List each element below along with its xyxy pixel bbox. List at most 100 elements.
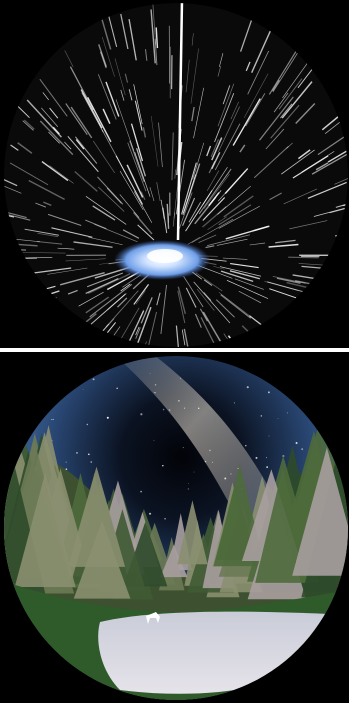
trail: [106, 187, 122, 204]
trail: [191, 218, 234, 243]
trail: [130, 123, 144, 162]
star: [204, 460, 207, 463]
trail: [253, 145, 289, 179]
trail: [183, 276, 204, 308]
trail: [149, 187, 155, 202]
trail: [74, 171, 98, 192]
star: [187, 488, 189, 490]
trail: [268, 243, 299, 248]
night-forest: [4, 356, 348, 700]
trail: [74, 136, 98, 164]
trail: [289, 220, 328, 230]
trail: [245, 93, 266, 127]
trail: [218, 106, 241, 153]
trail: [181, 162, 197, 215]
trail: [52, 126, 60, 135]
horse: [146, 612, 160, 624]
star: [234, 402, 236, 404]
trail: [88, 237, 123, 245]
trail: [128, 19, 137, 61]
trail: [92, 205, 116, 221]
trail: [218, 205, 260, 229]
trail: [85, 196, 127, 225]
trail: [120, 89, 125, 101]
trail: [140, 297, 153, 324]
trail: [234, 278, 264, 290]
trail: [81, 92, 104, 133]
trail: [188, 201, 202, 223]
star: [86, 423, 89, 426]
trail: [105, 290, 139, 328]
trail: [99, 51, 107, 69]
star: [295, 442, 298, 445]
trail: [185, 59, 190, 93]
trail: [172, 212, 176, 227]
trail: [4, 165, 18, 187]
trail: [136, 147, 147, 177]
trail: [187, 236, 201, 245]
star: [245, 444, 247, 447]
tree: [67, 466, 126, 567]
trail: [22, 120, 34, 131]
trail: [133, 84, 143, 125]
trail: [200, 317, 220, 347]
trail: [80, 89, 103, 129]
trail: [64, 50, 74, 68]
trail: [160, 199, 165, 219]
trail: [102, 108, 111, 124]
trail: [194, 313, 202, 328]
star: [52, 439, 53, 441]
trail: [273, 92, 289, 113]
trail: [268, 49, 298, 95]
star: [237, 468, 239, 469]
trail: [216, 238, 248, 246]
trail: [137, 224, 155, 241]
trail: [295, 102, 316, 124]
trail: [114, 58, 126, 96]
trail: [202, 197, 226, 221]
trail: [280, 103, 293, 119]
trail: [335, 196, 348, 208]
star: [92, 378, 95, 381]
trail: [67, 289, 78, 295]
trail: [203, 173, 230, 209]
trail: [17, 142, 33, 154]
trail: [215, 299, 235, 318]
star: [180, 377, 181, 379]
trail: [272, 275, 306, 284]
trail: [205, 245, 215, 249]
trail: [135, 326, 140, 336]
star: [149, 373, 151, 374]
tree: [255, 467, 311, 583]
trail: [65, 258, 106, 262]
trail: [156, 182, 161, 202]
trail: [120, 283, 131, 292]
trail: [211, 137, 223, 161]
trail: [28, 267, 72, 275]
trail: [98, 44, 107, 68]
trail: [48, 131, 60, 144]
trail: [211, 152, 221, 170]
trail: [193, 281, 231, 324]
star: [260, 415, 263, 417]
trail: [206, 145, 212, 157]
star: [188, 483, 190, 485]
trail: [75, 139, 85, 150]
star: [282, 454, 285, 458]
trail: [70, 106, 93, 139]
trail: [220, 270, 254, 282]
trail: [41, 160, 69, 182]
star: [224, 477, 227, 480]
star: [184, 407, 186, 409]
trail: [152, 3, 157, 45]
trail: [202, 311, 229, 347]
trail: [85, 278, 119, 295]
trail: [150, 116, 159, 167]
galaxy-core: [147, 249, 183, 263]
trail: [69, 66, 94, 111]
trail: [219, 53, 224, 67]
trail: [217, 83, 235, 127]
trail: [190, 48, 199, 104]
star: [140, 413, 143, 416]
